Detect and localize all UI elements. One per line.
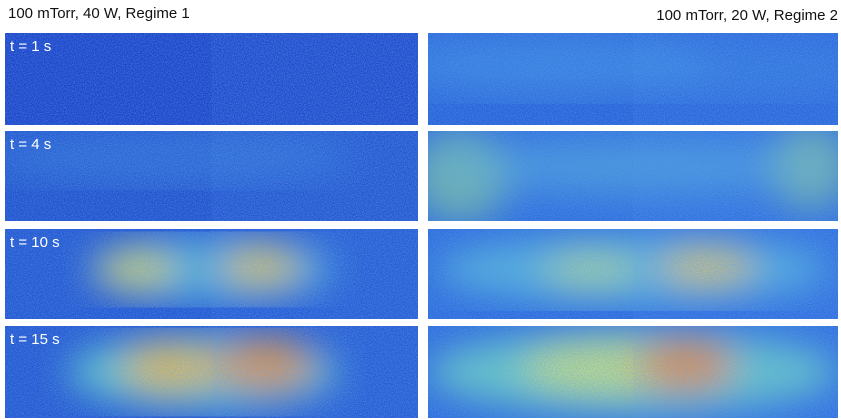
column-title: 100 mTorr, 40 W, Regime 1 [8,5,190,22]
image-panel [428,326,841,418]
time-label: t = 15 s [10,331,60,348]
time-label: t = 4 s [10,136,51,153]
figure: 100 mTorr, 40 W, Regime 1 100 mTorr, 20 … [0,0,841,419]
panel-content [428,326,841,418]
panel-content [387,33,841,125]
panel-content [428,229,841,319]
noise-light [633,131,841,221]
image-panel [412,127,841,222]
time-label: t = 10 s [10,234,60,251]
noise-light [633,326,841,418]
time-label: t = 1 s [10,38,51,55]
panel-content [412,127,841,222]
column-title: 100 mTorr, 20 W, Regime 2 [656,7,838,24]
noise-light [633,229,841,319]
noise-light [633,33,841,125]
image-panel [387,33,841,125]
image-panel [428,229,841,319]
